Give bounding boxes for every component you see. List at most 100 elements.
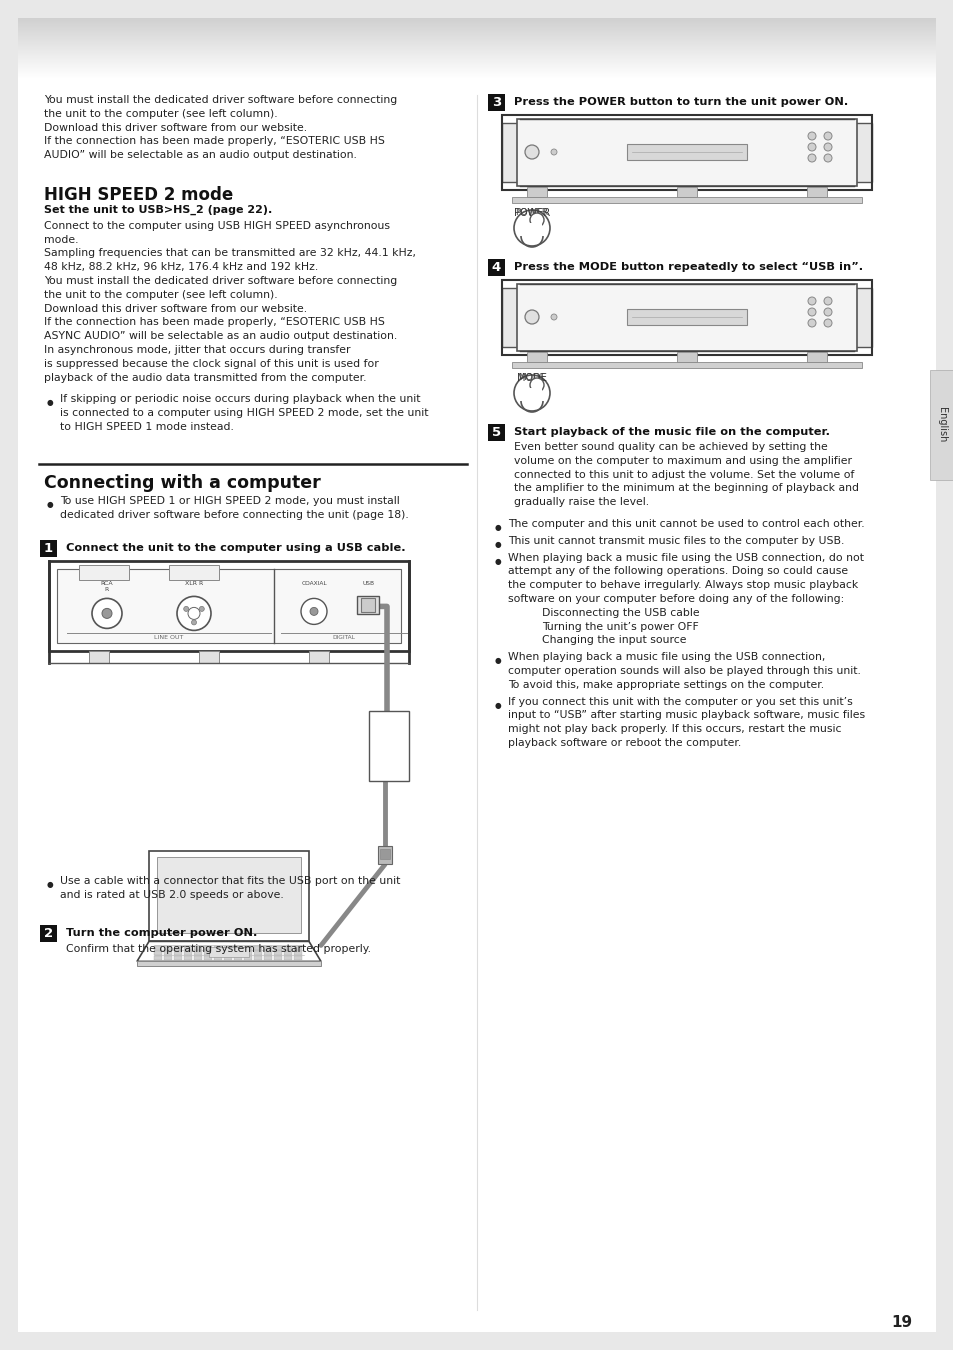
Circle shape [807,154,815,162]
Bar [806,352,826,362]
Bar [193,946,202,950]
Circle shape [514,211,550,246]
Bar [173,946,182,950]
Bar [233,946,242,950]
Bar [501,115,871,190]
Bar [284,956,292,960]
Text: R: R [105,587,109,593]
Text: ●: ● [495,656,501,666]
Text: is suppressed because the clock signal of this unit is used for: is suppressed because the clock signal o… [44,359,378,369]
Bar [512,362,862,369]
Text: is connected to a computer using HIGH SPEED 2 mode, set the unit: is connected to a computer using HIGH SP… [60,408,428,418]
Text: 4: 4 [492,261,500,274]
Circle shape [823,319,831,327]
Bar [853,288,871,347]
Bar [244,956,252,960]
Text: English: English [936,408,946,443]
Bar [224,946,232,950]
Bar [184,946,192,950]
Text: ●: ● [47,500,53,509]
Text: 48 kHz, 88.2 kHz, 96 kHz, 176.4 kHz and 192 kHz.: 48 kHz, 88.2 kHz, 96 kHz, 176.4 kHz and … [44,262,318,273]
Bar [153,950,162,954]
Bar [233,956,242,960]
Circle shape [551,315,557,320]
Text: If the connection has been made properly, “ESOTERIC USB HS: If the connection has been made properly… [44,317,384,328]
Text: Turn the computer power ON.: Turn the computer power ON. [66,927,257,938]
Bar [184,956,192,960]
Bar [501,123,519,182]
Text: LINE OUT: LINE OUT [154,636,184,640]
Bar [89,652,109,663]
Text: the unit to the computer (see left column).: the unit to the computer (see left colum… [44,109,277,119]
Bar [157,857,301,933]
Bar [193,956,202,960]
Bar [57,570,400,644]
Text: to HIGH SPEED 1 mode instead.: to HIGH SPEED 1 mode instead. [60,423,233,432]
Text: You must install the dedicated driver software before connecting: You must install the dedicated driver so… [44,275,396,286]
Circle shape [188,608,200,620]
Text: the amplifier to the minimum at the beginning of playback and: the amplifier to the minimum at the begi… [514,483,858,493]
Text: Even better sound quality can be achieved by setting the: Even better sound quality can be achieve… [514,441,827,452]
Bar [137,961,320,967]
Text: POWER: POWER [515,208,548,217]
Bar [526,188,546,197]
Text: Connecting with a computer: Connecting with a computer [44,474,320,491]
Bar [49,562,409,652]
Bar [626,144,746,161]
Bar [523,387,541,406]
Bar [213,950,222,954]
Bar [929,370,953,481]
Text: connected to this unit to adjust the volume. Set the volume of: connected to this unit to adjust the vol… [514,470,854,479]
Text: and is rated at USB 2.0 speeds or above.: and is rated at USB 2.0 speeds or above. [60,890,283,900]
Bar [264,946,272,950]
Circle shape [823,297,831,305]
Bar [488,424,504,441]
Bar [153,946,162,950]
Text: POWER: POWER [514,208,550,217]
Text: ASYNC AUDIO” will be selectable as an audio output destination.: ASYNC AUDIO” will be selectable as an au… [44,331,396,342]
Bar [488,259,504,275]
Text: When playing back a music file using the USB connection,: When playing back a music file using the… [507,652,824,663]
Bar [677,352,697,362]
Text: input to “USB” after starting music playback software, music files: input to “USB” after starting music play… [507,710,864,721]
Circle shape [199,606,204,612]
Bar [224,956,232,960]
Bar [40,540,57,558]
Circle shape [807,308,815,316]
Text: 2: 2 [44,927,53,940]
Bar [253,956,262,960]
Text: To use HIGH SPEED 1 or HIGH SPEED 2 mode, you must install: To use HIGH SPEED 1 or HIGH SPEED 2 mode… [60,495,399,506]
Text: USB: USB [363,582,375,586]
Bar [204,956,212,960]
Text: You must install the dedicated driver software before connecting: You must install the dedicated driver so… [44,95,396,105]
Text: Turning the unit’s power OFF: Turning the unit’s power OFF [541,621,698,632]
Text: Disconnecting the USB cable: Disconnecting the USB cable [541,608,699,618]
Circle shape [524,144,538,159]
Bar [853,123,871,182]
Text: This unit cannot transmit music files to the computer by USB.: This unit cannot transmit music files to… [507,536,843,545]
Text: ●: ● [495,540,501,549]
Bar [294,956,302,960]
Bar [173,956,182,960]
Text: 19: 19 [890,1315,911,1330]
Text: RCA: RCA [101,582,113,586]
Bar [264,950,272,954]
Bar [209,948,249,957]
Bar [173,950,182,954]
Text: 5: 5 [492,427,500,439]
Circle shape [301,598,327,625]
Text: 1: 1 [44,543,53,555]
Circle shape [177,597,211,630]
Bar [213,956,222,960]
Bar [274,946,282,950]
Bar [79,566,129,580]
Bar [164,950,172,954]
Bar [40,925,57,942]
Text: In asynchronous mode, jitter that occurs during transfer: In asynchronous mode, jitter that occurs… [44,346,350,355]
Bar [149,852,309,941]
Circle shape [91,598,122,628]
Bar [526,352,546,362]
Bar [379,849,390,860]
Text: The computer and this unit cannot be used to control each other.: The computer and this unit cannot be use… [507,518,863,529]
Text: Changing the input source: Changing the input source [541,636,686,645]
